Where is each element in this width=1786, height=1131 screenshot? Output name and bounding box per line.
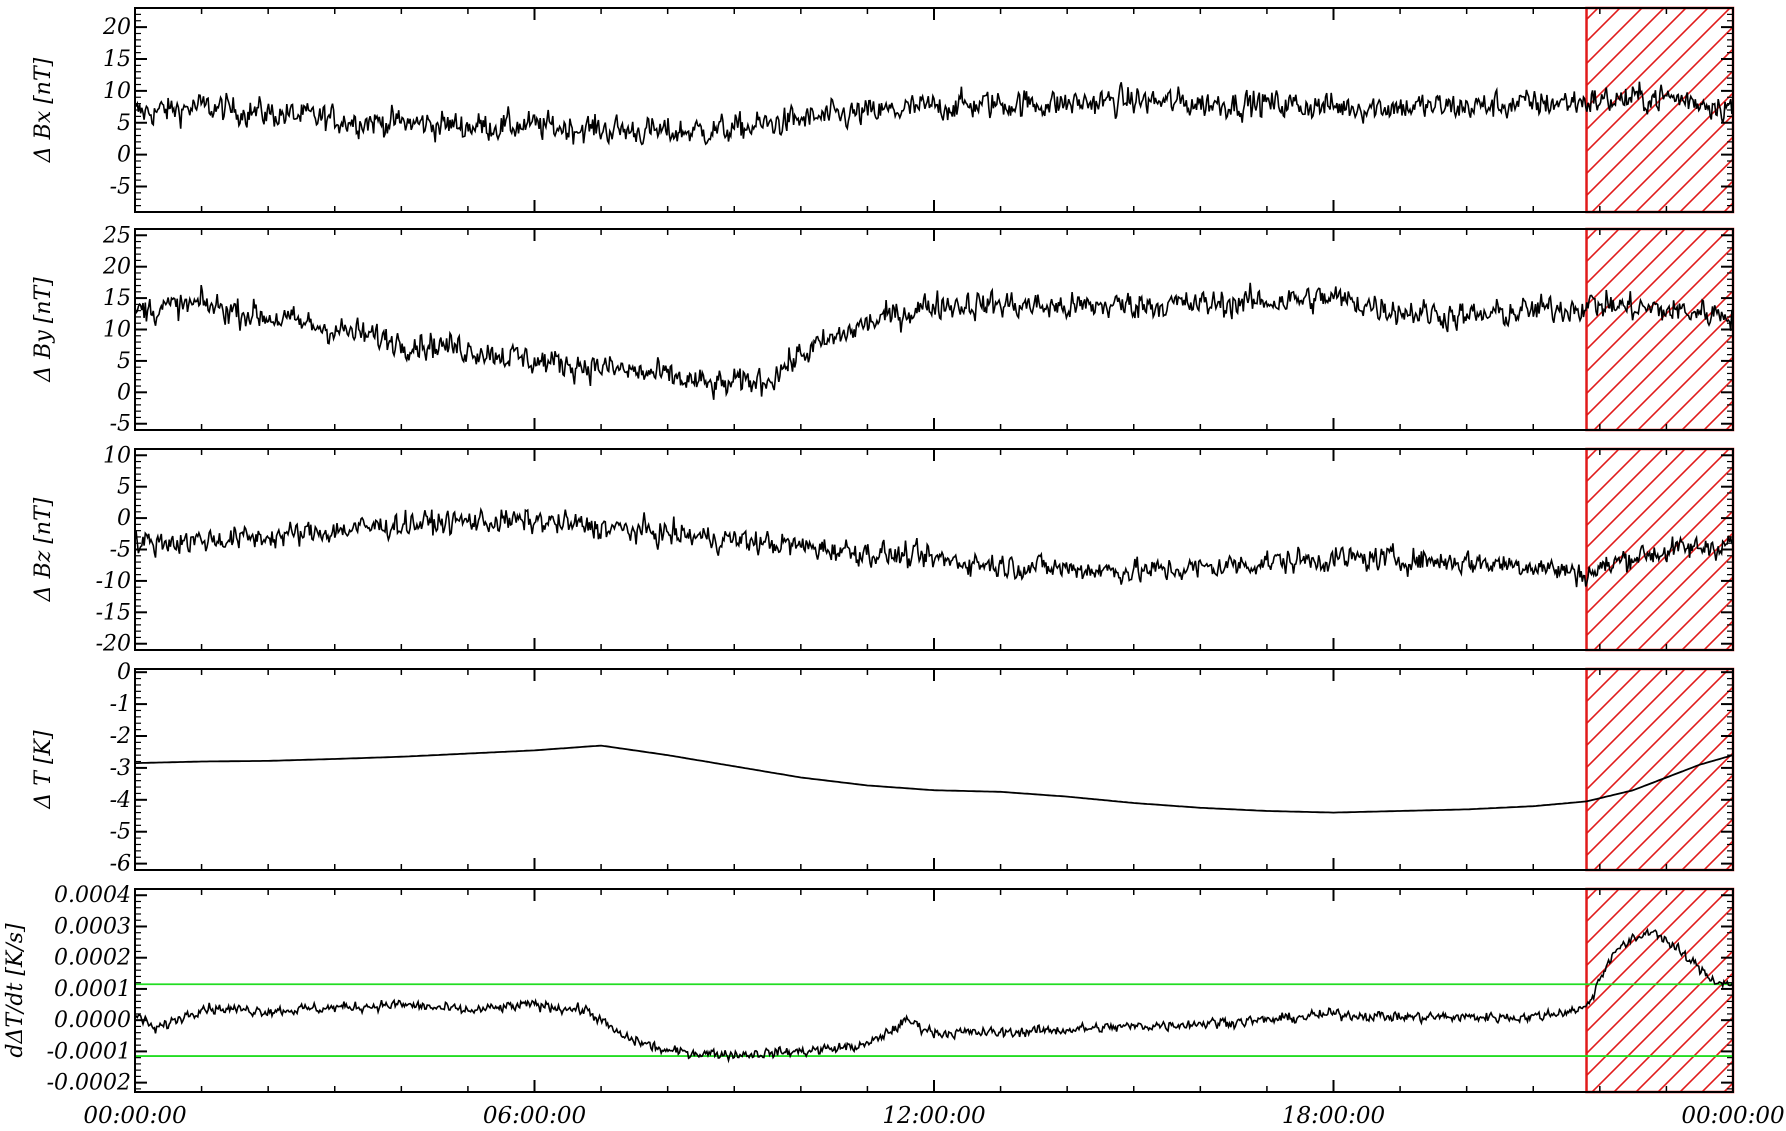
y-tick-label: -5 bbox=[110, 820, 131, 845]
y-tick-label: 0 bbox=[117, 660, 131, 685]
y-tick-label: -5 bbox=[110, 412, 131, 437]
hatched-region-bx bbox=[1585, 6, 1735, 214]
series-line-bz bbox=[134, 506, 1734, 588]
x-tick-label: 00:00:00 bbox=[83, 1103, 186, 1129]
y-tick-label: 0 bbox=[117, 143, 131, 168]
y-tick-labels-bx: 20 15 10 5 0 -5 bbox=[102, 15, 131, 199]
y-tick-label: -6 bbox=[110, 852, 131, 877]
y-tick-label: 5 bbox=[117, 349, 131, 374]
y-tick-label: 0.0002 bbox=[54, 946, 131, 971]
panel-bx: 20 15 10 5 0 -5 Δ Bx [nT] bbox=[31, 6, 1735, 214]
y-tick-label: 0.0000 bbox=[54, 1008, 131, 1033]
y-tick-label: -20 bbox=[96, 632, 131, 657]
y-tick-label: 0.0004 bbox=[54, 883, 131, 908]
series-line-by bbox=[134, 282, 1734, 400]
y-tick-label: 10 bbox=[103, 318, 131, 343]
y-tick-label: -10 bbox=[96, 569, 131, 594]
hatched-region-by bbox=[1585, 227, 1735, 432]
y-tick-label: 0 bbox=[117, 506, 131, 531]
ticks-bz bbox=[134, 448, 1734, 651]
y-tick-label: 15 bbox=[103, 286, 131, 311]
x-tick-label: 18:00:00 bbox=[1282, 1103, 1385, 1129]
ticks-by bbox=[134, 228, 1734, 431]
ticks-dtdt bbox=[134, 888, 1734, 1092]
y-axis-label-dtdt: dΔT/dt [K/s] bbox=[3, 923, 28, 1058]
y-tick-labels-temperature: 0 -1 -2 -3 -4 -5 -6 bbox=[110, 660, 131, 876]
y-tick-labels-by: 25 20 15 10 5 0 -5 bbox=[102, 223, 131, 436]
y-tick-label: 5 bbox=[117, 475, 131, 500]
axes-frame-temperature bbox=[134, 668, 1734, 871]
x-tick-label: 06:00:00 bbox=[483, 1103, 586, 1129]
y-tick-label: -0.0001 bbox=[47, 1039, 131, 1064]
x-tick-label: 12:00:00 bbox=[882, 1103, 985, 1129]
y-tick-label: -0.0002 bbox=[47, 1071, 131, 1096]
y-tick-label: 10 bbox=[103, 443, 131, 468]
y-tick-label: -2 bbox=[110, 724, 131, 749]
y-tick-label: 0 bbox=[117, 380, 131, 405]
y-axis-label-temperature: Δ T [K] bbox=[31, 730, 56, 810]
y-tick-label: -5 bbox=[110, 175, 131, 200]
y-tick-label: 25 bbox=[102, 223, 131, 248]
y-tick-labels-bz: 10 5 0 -5 -10 -15 -20 bbox=[96, 443, 131, 656]
y-axis-label-bx: Δ Bx [nT] bbox=[31, 57, 56, 163]
series-line-bx bbox=[134, 81, 1734, 146]
axes-frame-dtdt bbox=[134, 888, 1734, 1093]
y-tick-label: 10 bbox=[103, 79, 131, 104]
series-line-dtdt bbox=[134, 927, 1734, 1064]
axes-frame-by bbox=[134, 228, 1734, 431]
y-axis-label-bz: Δ Bz [nT] bbox=[31, 497, 56, 602]
ticks-temperature bbox=[134, 669, 1734, 871]
series-line-temperature bbox=[135, 744, 1734, 814]
x-tick-label: 00:00:00 bbox=[1681, 1103, 1784, 1129]
panel-temperature: 0 -1 -2 -3 -4 -5 -6 Δ T [K] bbox=[31, 660, 1735, 877]
y-tick-label: -3 bbox=[110, 756, 131, 781]
panel-bz: 10 5 0 -5 -10 -15 -20 Δ Bz [nT] bbox=[31, 443, 1735, 657]
y-tick-label: -1 bbox=[110, 692, 131, 717]
x-tick-labels: 00:00:00 06:00:00 12:00:00 18:00:00 00:0… bbox=[83, 1103, 1784, 1129]
y-tick-label: -4 bbox=[110, 788, 131, 813]
ticks-bx bbox=[134, 7, 1734, 213]
panel-dtdt: 0.0004 0.0003 0.0002 0.0001 0.0000 -0.0001 -0.… bbox=[3, 883, 1735, 1096]
hatched-region-dtdt bbox=[1585, 887, 1735, 1094]
y-tick-label: 20 bbox=[102, 15, 131, 40]
y-tick-label: 15 bbox=[103, 47, 131, 72]
y-tick-label: 0.0001 bbox=[54, 977, 131, 1002]
axes-frame-bz bbox=[134, 448, 1734, 651]
y-tick-label: 0.0003 bbox=[54, 914, 131, 939]
y-tick-label: -5 bbox=[110, 538, 131, 563]
panel-by: 25 20 15 10 5 0 -5 Δ By [nT] bbox=[31, 223, 1735, 437]
hatched-region-temperature bbox=[1585, 667, 1735, 872]
y-axis-label-by: Δ By [nT] bbox=[31, 277, 56, 383]
y-tick-label: -15 bbox=[96, 600, 131, 625]
y-tick-label: 20 bbox=[102, 255, 131, 280]
y-tick-labels-dtdt: 0.0004 0.0003 0.0002 0.0001 0.0000 -0.0001 -0.… bbox=[47, 883, 131, 1095]
y-tick-label: 5 bbox=[117, 111, 131, 136]
